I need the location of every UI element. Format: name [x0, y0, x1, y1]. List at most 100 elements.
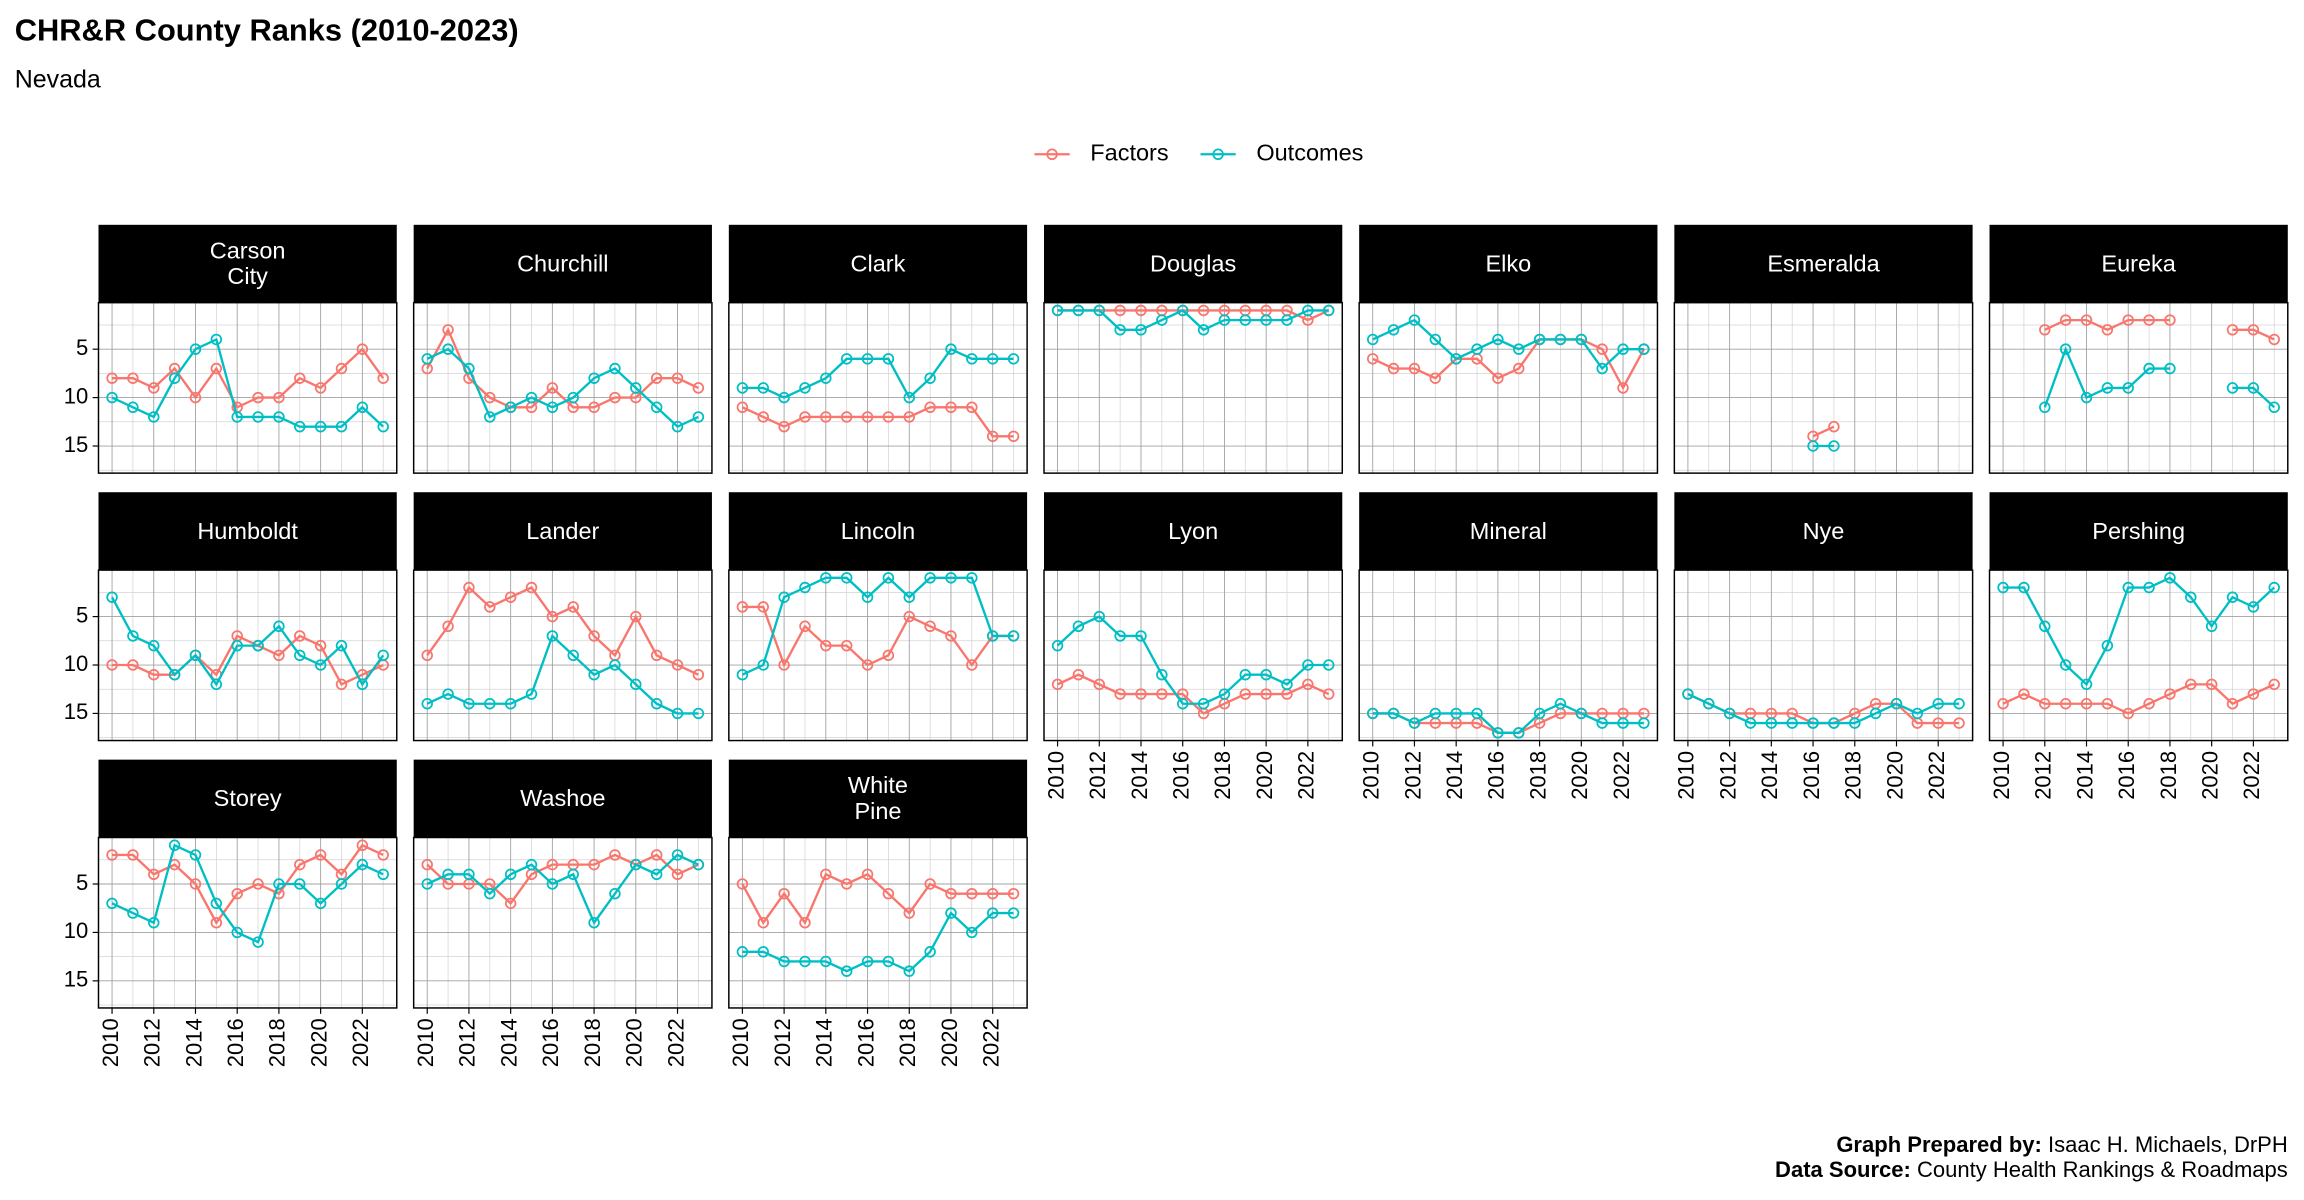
data-point: [335, 878, 348, 890]
data-point: [1114, 630, 1126, 642]
data-point: [1322, 304, 1335, 317]
data-point: [588, 668, 600, 681]
data-point: [1281, 314, 1293, 326]
data-point: [2164, 362, 2176, 375]
data-point: [1218, 314, 1231, 326]
facet-strip: [413, 492, 712, 571]
data-point: [799, 955, 811, 968]
data-point: [189, 878, 202, 890]
panel-border: [1358, 301, 1659, 474]
data-point: [1429, 372, 1442, 384]
panel-border: [728, 569, 1028, 742]
data-point: [127, 401, 139, 414]
data-point: [1682, 688, 1694, 700]
data-point: [903, 591, 915, 603]
x-tick-label: 2018: [265, 1018, 290, 1067]
facet-panel: Storey 5 10 15 2010 2012 2014 2016 2018 2020 2022: [64, 759, 398, 1067]
data-point: [1197, 324, 1210, 336]
data-point: [609, 659, 621, 671]
data-point: [1135, 324, 1147, 336]
data-point: [168, 668, 181, 681]
data-point: [252, 391, 264, 404]
data-point: [546, 630, 559, 642]
data-point: [1617, 382, 1629, 394]
data-point: [1007, 430, 1020, 443]
data-point: [588, 858, 600, 871]
data-point: [1723, 707, 1736, 720]
facet-panel: Lincoln: [728, 492, 1028, 742]
facet-title: Mineral: [1470, 518, 1547, 544]
series-line: [741, 406, 1014, 438]
plot-area: [413, 570, 712, 741]
data-point: [484, 391, 496, 404]
data-point: [421, 858, 433, 871]
data-point: [778, 420, 790, 433]
facet-title: Douglas: [1150, 250, 1236, 276]
data-point: [546, 401, 559, 414]
data-point: [2164, 688, 2176, 700]
data-point: [861, 659, 874, 671]
facet-panel: Elko: [1358, 224, 1659, 474]
data-point: [148, 917, 160, 929]
data-point: [1471, 343, 1483, 355]
data-point: [903, 411, 915, 423]
facet-strip: [728, 492, 1028, 571]
series-line: [1812, 425, 1835, 438]
facet-strip: [1044, 224, 1343, 303]
caption-text: Isaac H. Michaels, DrPH: [2048, 1132, 2288, 1157]
caption-label: Data Source:: [1775, 1157, 1911, 1182]
data-point: [421, 353, 433, 365]
data-point: [757, 382, 769, 394]
data-point: [2247, 324, 2260, 336]
data-point: [903, 391, 915, 404]
facet-title: Nye: [1803, 518, 1845, 544]
y-tick-label: 5: [76, 870, 88, 895]
data-point: [442, 688, 454, 700]
data-point: [1408, 717, 1421, 729]
series-line: [1057, 309, 1330, 322]
panel-border: [97, 569, 398, 742]
data-point: [1638, 343, 1650, 355]
data-point: [231, 887, 243, 900]
facet-panel: Douglas: [1043, 224, 1344, 474]
data-point: [924, 401, 936, 414]
data-point: [1051, 639, 1064, 652]
data-point: [525, 581, 538, 594]
data-point: [736, 601, 749, 613]
data-point: [692, 668, 705, 681]
x-tick-label: 2014: [1127, 751, 1152, 800]
data-point: [2101, 639, 2114, 652]
facet-panel: Carson City 5 10 15: [64, 224, 398, 474]
x-tick-label: 2010: [1674, 751, 1699, 800]
x-tick-label: 2016: [1169, 751, 1194, 800]
data-point: [356, 678, 369, 691]
data-point: [504, 401, 517, 414]
data-point: [2122, 707, 2134, 720]
data-point: [210, 362, 223, 375]
data-point: [2059, 698, 2072, 710]
data-point: [421, 649, 433, 662]
data-point: [1302, 304, 1314, 317]
facet-panel: Clark: [728, 224, 1028, 474]
x-tick-label: 2022: [348, 1018, 373, 1067]
series-line: [741, 576, 1014, 676]
data-point: [106, 391, 118, 404]
data-point: [966, 572, 978, 584]
data-point: [778, 887, 790, 900]
data-point: [106, 659, 118, 671]
facet-title: Esmeralda: [1767, 250, 1880, 276]
data-point: [861, 411, 874, 423]
data-point: [924, 620, 936, 632]
data-point: [567, 868, 579, 881]
data-point: [567, 601, 579, 613]
data-point: [484, 601, 496, 613]
data-point: [168, 372, 181, 384]
panel-border: [1673, 301, 1974, 474]
data-point: [294, 372, 306, 384]
data-point: [525, 858, 538, 871]
data-point: [484, 411, 496, 423]
data-point: [1575, 707, 1588, 720]
data-point: [986, 630, 999, 642]
data-point: [252, 411, 264, 423]
data-point: [148, 668, 160, 681]
